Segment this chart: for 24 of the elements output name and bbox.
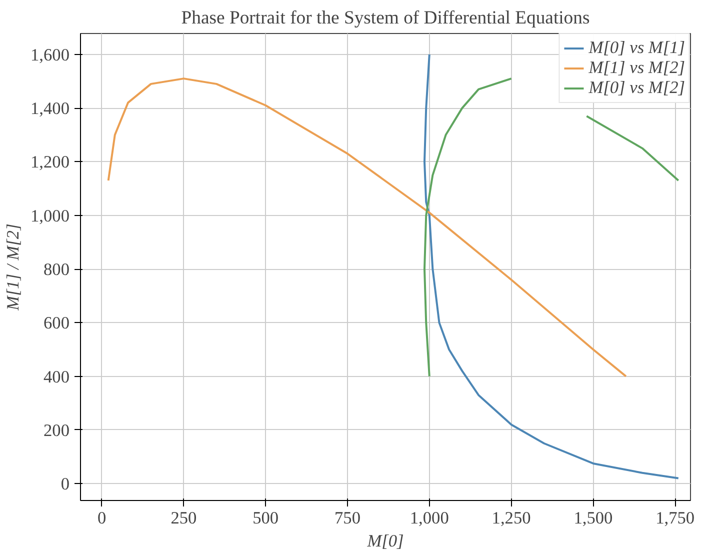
x-tick-label: 1,750 xyxy=(656,508,695,528)
x-tick-label: 750 xyxy=(334,508,360,528)
y-tick-label: 1,600 xyxy=(30,45,70,64)
y-tick-label: 1,000 xyxy=(30,206,70,226)
y-tick-label: 800 xyxy=(44,260,70,280)
line-series xyxy=(107,78,627,378)
x-tick-label: 1,250 xyxy=(492,508,531,528)
y-axis-title: M[1] / M[2] xyxy=(4,224,23,312)
y-tick-label: 200 xyxy=(44,420,70,440)
x-tick-label: 1,500 xyxy=(574,508,613,528)
y-tick-label: 0 xyxy=(60,474,70,494)
legend-label: M[1] vs M[2] xyxy=(588,58,685,78)
legend-label: M[0] vs M[1] xyxy=(588,38,685,58)
chart-title: Phase Portrait for the System of Differential Equations xyxy=(181,8,590,28)
legend-label: M[0] vs M[2] xyxy=(588,78,685,98)
x-tick-label: 0 xyxy=(97,508,106,528)
x-tick-label: 500 xyxy=(252,508,279,528)
y-tick-label: 1,200 xyxy=(30,152,70,172)
y-tick-label: 400 xyxy=(44,367,70,386)
x-tick-label: 1,000 xyxy=(410,508,449,528)
x-tick-label: 250 xyxy=(170,508,197,528)
x-axis-title: M[0] xyxy=(366,532,404,550)
y-tick-label: 600 xyxy=(44,314,70,333)
y-tick-label: 1,400 xyxy=(30,99,70,118)
